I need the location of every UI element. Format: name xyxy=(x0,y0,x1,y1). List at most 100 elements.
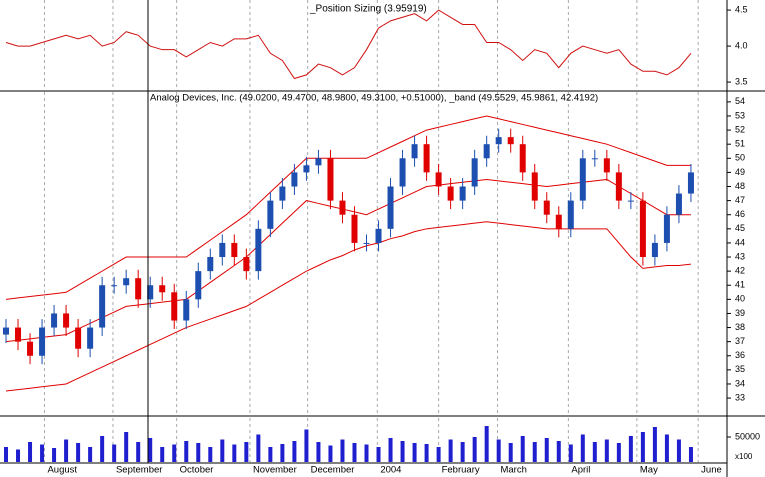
volume-bar xyxy=(328,445,333,462)
candle-body xyxy=(531,172,538,201)
volume-bar xyxy=(76,443,81,462)
y-tick-label: 51 xyxy=(735,139,745,149)
y-tick-label: 39 xyxy=(735,308,745,318)
volume-bar xyxy=(436,447,441,462)
volume-bar xyxy=(640,432,645,462)
volume-bar xyxy=(316,442,321,462)
x-tick-label: May xyxy=(640,465,658,476)
y-tick-label: 53 xyxy=(735,110,745,120)
candle-body xyxy=(675,193,682,215)
candle-body xyxy=(507,137,514,145)
volume-bar xyxy=(364,444,369,462)
volume-bar xyxy=(160,447,165,462)
candle-body xyxy=(15,327,22,342)
volume-bar xyxy=(676,439,681,462)
volume-bar xyxy=(388,438,393,462)
band-middle xyxy=(5,178,691,343)
volume-bar xyxy=(292,441,297,462)
volume-bar xyxy=(532,442,537,462)
volume-bar xyxy=(568,444,573,462)
volume-bar xyxy=(220,439,225,462)
volume-bar xyxy=(196,443,201,462)
candle-body xyxy=(483,144,490,159)
y-tick-label: 44 xyxy=(735,237,745,247)
candle-body xyxy=(471,158,478,187)
y-tick-label: 4.5 xyxy=(735,4,748,14)
candle-body xyxy=(435,172,442,187)
volume-bar xyxy=(412,443,417,462)
volume-bar xyxy=(208,447,213,462)
y-tick-label: 33 xyxy=(735,392,745,402)
candle-body xyxy=(387,186,394,229)
volume-bar xyxy=(376,447,381,462)
y-tick-label: 41 xyxy=(735,280,745,290)
candle-body xyxy=(363,242,370,244)
volume-bar xyxy=(340,439,345,462)
candle-body xyxy=(27,341,34,356)
y-tick-label: 3.5 xyxy=(735,76,748,86)
candle-body xyxy=(555,214,562,229)
candle-body xyxy=(111,285,118,287)
candle-body xyxy=(123,278,130,286)
y-tick-label: 34 xyxy=(735,378,745,388)
candle-body xyxy=(303,165,310,173)
candle-body xyxy=(519,144,526,173)
y-tick-label: 43 xyxy=(735,251,745,261)
volume-bar xyxy=(616,443,621,462)
candle-body xyxy=(279,186,286,201)
volume-bar xyxy=(460,442,465,462)
y-tick-label: 37 xyxy=(735,336,745,346)
candle-body xyxy=(147,285,154,300)
volume-bar xyxy=(520,436,525,462)
candle-body xyxy=(639,200,646,258)
candle-body xyxy=(159,285,166,293)
candle-body xyxy=(231,242,238,258)
x-tick-label: February xyxy=(442,465,480,476)
volume-bar xyxy=(472,437,477,462)
volume-bar xyxy=(148,438,153,462)
volume-bar xyxy=(280,444,285,462)
volume-bar xyxy=(592,442,597,462)
volume-bar xyxy=(628,436,633,462)
y-tick-label: 45 xyxy=(735,223,745,233)
price-title: Analog Devices, Inc. (49.0200, 49.4700, … xyxy=(150,93,598,104)
volume-bar xyxy=(112,444,117,462)
volume-bar xyxy=(424,444,429,462)
band-upper xyxy=(5,115,691,300)
candle-body xyxy=(219,242,226,258)
candle-body xyxy=(39,327,46,356)
candle-body xyxy=(195,271,202,300)
y-tick-label: 49 xyxy=(735,167,745,177)
volume-bar xyxy=(232,444,237,462)
candle-body xyxy=(87,327,94,349)
y-tick-label: 35 xyxy=(735,364,745,374)
y-tick-label: 38 xyxy=(735,322,745,332)
volume-bar xyxy=(64,439,69,462)
volume-bar xyxy=(136,442,141,462)
x-tick-label: March xyxy=(500,465,526,476)
volume-bar xyxy=(508,443,513,462)
candle-body xyxy=(447,186,454,201)
y-tick-label: 42 xyxy=(735,266,745,276)
volume-bar xyxy=(496,439,501,462)
volume-bar xyxy=(16,449,21,462)
candle-body xyxy=(495,137,502,145)
y-tick-label: 40 xyxy=(735,294,745,304)
candle-body xyxy=(411,144,418,159)
candle-body xyxy=(687,172,694,194)
indicator-line xyxy=(5,9,692,80)
y-tick-label: 36 xyxy=(735,350,745,360)
candle-body xyxy=(135,278,142,300)
candle-body xyxy=(627,200,634,202)
volume-bar xyxy=(352,443,357,462)
volume-bar xyxy=(688,447,693,462)
volume-bar xyxy=(604,439,609,462)
candle-body xyxy=(663,214,670,243)
volume-bar xyxy=(244,442,249,462)
volume-bar xyxy=(172,444,177,462)
x-tick-label: November xyxy=(253,465,297,476)
volume-bar xyxy=(52,448,57,462)
volume-bar xyxy=(484,426,489,462)
